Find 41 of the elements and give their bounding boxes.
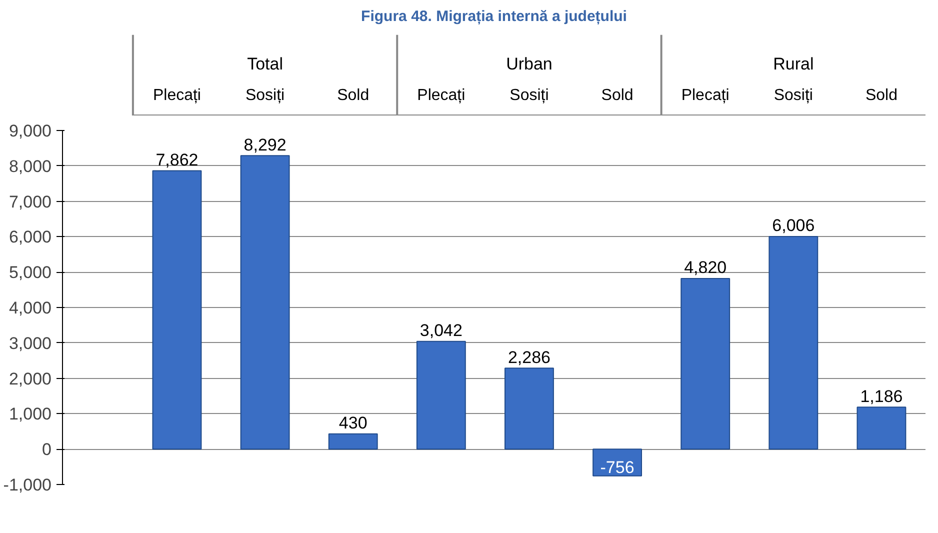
- y-tick-label: 5,000: [8, 263, 52, 282]
- y-tick-label: 2,000: [8, 369, 52, 388]
- text: Urban: [506, 54, 552, 74]
- y-tick-label: 4,000: [8, 298, 52, 318]
- chart-title: Figura 48. Migrația internă a județului: [361, 8, 627, 25]
- data-label: 2,286: [508, 348, 550, 367]
- y-tick-label: 6,000: [8, 228, 52, 247]
- data-label: 7,862: [156, 150, 198, 170]
- bar: [240, 155, 290, 450]
- y-tick-label: 3,000: [8, 334, 52, 353]
- data-label: -756: [600, 458, 634, 477]
- x-tick-label: Sosiți: [510, 86, 549, 104]
- data-label: 1,186: [860, 386, 903, 406]
- y-tick-label: 0: [42, 440, 52, 460]
- bar: [416, 340, 466, 450]
- y-tick-label: 7,000: [8, 192, 52, 212]
- x-tick-label: Sold: [337, 86, 370, 104]
- data-label: 8,292: [244, 135, 286, 154]
- text: Rural: [773, 54, 814, 74]
- data-label: 3,042: [420, 321, 462, 340]
- bar: [328, 433, 378, 450]
- x-tick-label: Plecați: [681, 86, 730, 104]
- x-tick-label: Sosiți: [245, 86, 285, 104]
- x-tick-label: Sold: [601, 86, 634, 104]
- y-tick-label: 9,000: [8, 122, 52, 140]
- bar: [504, 368, 554, 450]
- data-label: 430: [338, 414, 368, 433]
- data-label: 6,006: [772, 216, 815, 236]
- bar: [856, 406, 906, 450]
- x-tick-label: Sold: [865, 86, 898, 104]
- x-tick-label: Plecați: [417, 86, 466, 104]
- bar: [768, 236, 818, 450]
- y-tick-label: 1,000: [8, 404, 52, 424]
- bar: [152, 170, 202, 450]
- text: Total: [247, 54, 284, 74]
- x-tick-label: Sosiți: [774, 86, 813, 104]
- data-label: 4,820: [684, 258, 727, 278]
- y-tick-label: -1,000: [3, 476, 52, 494]
- x-tick-label: Plecați: [152, 86, 201, 104]
- y-tick-label: 8,000: [8, 156, 52, 176]
- bar: [680, 278, 730, 450]
